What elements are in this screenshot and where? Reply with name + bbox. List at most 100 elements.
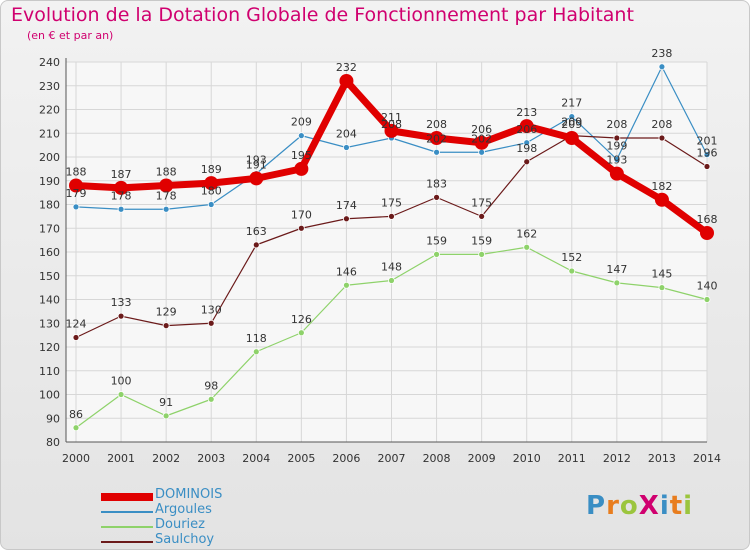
data-point-saulchoy xyxy=(252,241,260,249)
data-label-douriez: 98 xyxy=(204,379,218,392)
y-tick-label: 130 xyxy=(39,317,60,330)
data-point-douriez xyxy=(523,243,531,251)
data-label-saulchoy: 208 xyxy=(651,118,672,131)
data-label-douriez: 159 xyxy=(426,234,447,247)
data-label-douriez: 140 xyxy=(697,280,718,293)
data-point-dominois xyxy=(114,180,129,195)
data-point-argoules xyxy=(162,205,170,213)
data-point-saulchoy xyxy=(343,215,350,223)
data-label-saulchoy: 175 xyxy=(471,196,492,209)
data-point-dominois xyxy=(159,178,174,193)
data-label-dominois: 188 xyxy=(66,166,87,179)
data-label-saulchoy: 209 xyxy=(561,116,582,129)
logo-letter: r xyxy=(606,491,620,521)
data-point-dominois xyxy=(69,178,83,193)
data-label-argoules: 180 xyxy=(201,185,222,198)
data-point-dominois xyxy=(700,226,714,240)
data-label-argoules: 204 xyxy=(336,128,357,141)
y-tick-label: 180 xyxy=(39,199,60,212)
data-point-douriez xyxy=(117,391,125,398)
data-point-argoules xyxy=(207,201,215,208)
x-tick-label: 2009 xyxy=(468,452,496,465)
x-tick-label: 2013 xyxy=(648,452,676,465)
data-point-douriez xyxy=(252,348,260,356)
data-label-saulchoy: 183 xyxy=(426,177,447,190)
data-label-argoules: 206 xyxy=(516,123,537,136)
data-point-saulchoy xyxy=(162,322,170,330)
data-point-saulchoy xyxy=(658,134,666,142)
data-label-saulchoy: 129 xyxy=(156,306,177,319)
x-tick-label: 2001 xyxy=(107,452,135,465)
data-label-argoules: 178 xyxy=(156,189,177,202)
data-point-argoules xyxy=(568,113,576,121)
y-tick-label: 240 xyxy=(39,56,60,69)
legend-swatch xyxy=(101,493,153,501)
data-point-dominois xyxy=(294,161,309,176)
data-label-douriez: 86 xyxy=(69,408,83,421)
data-point-saulchoy xyxy=(613,134,621,142)
data-label-dominois: 188 xyxy=(156,166,177,179)
y-tick-label: 140 xyxy=(39,294,60,307)
data-label-saulchoy: 196 xyxy=(697,147,718,160)
legend-label: Argoules xyxy=(155,502,212,517)
x-tick-label: 2006 xyxy=(332,452,360,465)
data-point-douriez xyxy=(72,424,80,432)
x-tick-label: 2008 xyxy=(423,452,451,465)
y-tick-label: 230 xyxy=(39,80,60,93)
data-label-douriez: 126 xyxy=(291,313,312,326)
data-label-argoules: 179 xyxy=(66,187,87,200)
data-label-douriez: 118 xyxy=(246,332,267,345)
data-point-argoules xyxy=(658,63,666,71)
x-tick-label: 2010 xyxy=(513,452,541,465)
data-label-douriez: 152 xyxy=(561,251,582,264)
data-point-argoules xyxy=(703,151,711,159)
data-point-douriez xyxy=(162,412,170,420)
data-point-saulchoy xyxy=(703,163,711,170)
data-point-douriez xyxy=(613,279,621,287)
y-tick-label: 100 xyxy=(39,389,60,402)
data-label-argoules: 193 xyxy=(246,154,267,167)
y-tick-label: 110 xyxy=(39,365,60,378)
data-point-douriez xyxy=(433,250,440,258)
data-point-argoules xyxy=(613,155,621,163)
data-label-douriez: 148 xyxy=(381,261,402,274)
logo-letter: o xyxy=(619,491,639,521)
data-label-dominois: 193 xyxy=(606,154,627,167)
data-label-douriez: 145 xyxy=(651,268,672,281)
y-tick-label: 150 xyxy=(39,270,60,283)
legend-label: Douriez xyxy=(155,517,205,532)
data-point-saulchoy xyxy=(297,224,305,232)
y-tick-label: 210 xyxy=(39,127,60,140)
y-tick-label: 160 xyxy=(39,246,60,259)
x-tick-label: 2003 xyxy=(197,452,225,465)
data-point-saulchoy xyxy=(117,312,125,320)
data-point-argoules xyxy=(478,148,486,156)
data-point-argoules xyxy=(433,148,440,156)
y-tick-label: 200 xyxy=(39,151,60,164)
legend-label: DOMINOIS xyxy=(155,487,223,502)
data-label-dominois: 213 xyxy=(516,106,537,119)
data-label-saulchoy: 198 xyxy=(516,142,537,155)
data-label-dominois: 209 xyxy=(561,118,582,131)
data-point-douriez xyxy=(297,329,305,337)
chart-subtitle: (en € et par an) xyxy=(27,29,114,42)
legend-swatch xyxy=(101,511,153,513)
data-label-argoules: 202 xyxy=(471,132,492,145)
x-tick-label: 2012 xyxy=(603,452,631,465)
x-tick-label: 2005 xyxy=(287,452,315,465)
logo-letter: t xyxy=(669,491,684,521)
data-point-douriez xyxy=(343,281,350,289)
y-tick-label: 190 xyxy=(39,175,60,188)
legend-swatch xyxy=(101,541,153,543)
data-label-douriez: 91 xyxy=(159,396,173,409)
chart-title: Evolution de la Dotation Globale de Fonc… xyxy=(11,4,634,26)
data-point-argoules xyxy=(117,205,125,213)
y-tick-label: 220 xyxy=(39,104,60,117)
data-label-saulchoy: 124 xyxy=(66,318,87,331)
data-label-saulchoy: 133 xyxy=(111,296,132,309)
data-label-dominois: 187 xyxy=(111,168,132,181)
data-label-argoules: 201 xyxy=(697,135,718,148)
data-point-argoules xyxy=(297,132,305,140)
data-label-saulchoy: 208 xyxy=(606,118,627,131)
